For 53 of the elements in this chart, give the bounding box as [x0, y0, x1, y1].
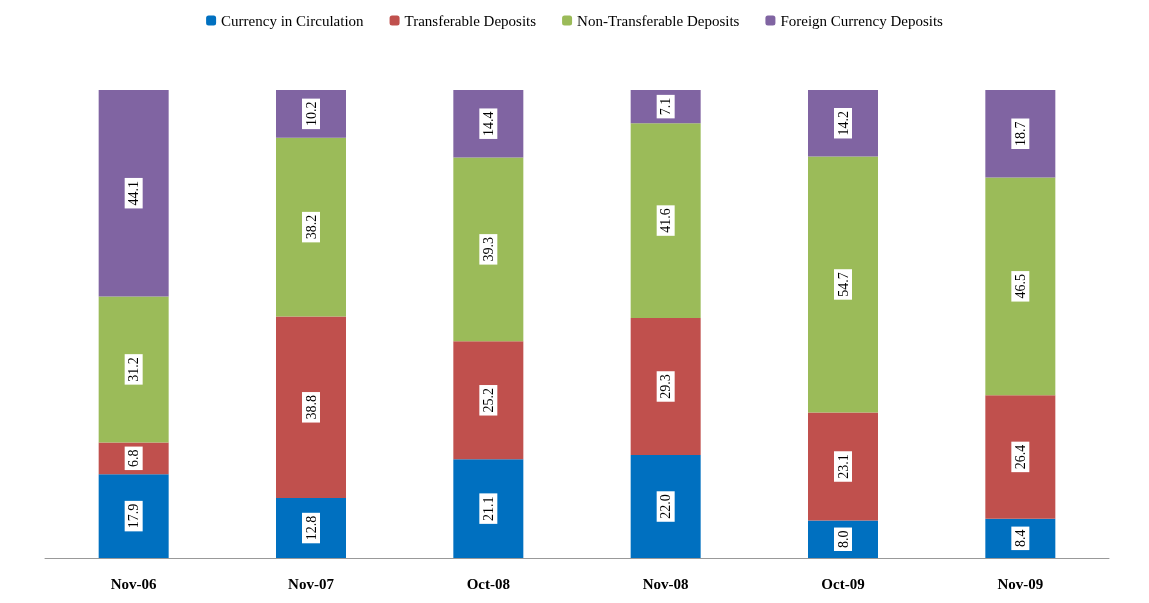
- data-label: 8.4: [1012, 529, 1028, 548]
- data-label: 14.2: [835, 110, 851, 136]
- data-label: 7.1: [658, 97, 674, 116]
- bar: [630, 317, 701, 456]
- bar: [453, 157, 524, 342]
- bar: [453, 341, 524, 460]
- data-label: 25.2: [480, 388, 496, 413]
- bar: [98, 296, 169, 443]
- bar: [453, 90, 524, 158]
- bar: [276, 137, 346, 317]
- data-label: 38.8: [303, 395, 319, 420]
- data-label: 39.3: [480, 237, 496, 262]
- legend-label: Foreign Currency Deposits: [780, 12, 944, 29]
- data-label: 31.2: [126, 357, 142, 382]
- data-label: 41.6: [658, 208, 674, 233]
- data-label: 21.1: [480, 496, 496, 521]
- bar: [276, 498, 346, 558]
- bar: [985, 90, 1056, 178]
- bar: [808, 412, 878, 521]
- data-label: 14.4: [480, 111, 496, 136]
- x-tick-label: Nov-06: [110, 575, 158, 592]
- data-label: 26.4: [1012, 444, 1028, 470]
- data-label: 10.2: [303, 101, 319, 127]
- x-tick-label: Nov-09: [997, 575, 1044, 592]
- bar: [98, 474, 169, 558]
- bar: [453, 459, 524, 558]
- data-label: 8.0: [835, 530, 851, 549]
- data-label: 29.3: [658, 374, 674, 399]
- x-tick-label: Nov-08: [642, 575, 689, 592]
- bar: [985, 395, 1056, 519]
- bar: [630, 123, 701, 318]
- legend-label: Transferable Deposits: [404, 12, 537, 29]
- legend-label: Non-Transferable Deposits: [577, 12, 740, 29]
- data-label: 44.1: [126, 180, 142, 206]
- bar: [808, 90, 878, 157]
- data-label: 54.7: [835, 272, 851, 297]
- data-label: 38.2: [303, 214, 319, 240]
- x-tick-label: Oct-09: [821, 575, 865, 592]
- bar: [630, 455, 701, 558]
- bar: [98, 90, 169, 297]
- data-label: 22.0: [658, 494, 674, 519]
- x-tick-label: Oct-08: [466, 575, 510, 592]
- bar: [985, 177, 1056, 396]
- data-label: 6.8: [126, 449, 142, 468]
- x-tick-label: Nov-07: [288, 575, 335, 592]
- data-label: 46.5: [1012, 274, 1028, 299]
- data-label: 17.9: [126, 503, 142, 529]
- data-label: 18.7: [1012, 121, 1028, 147]
- bar: [276, 316, 346, 499]
- bar: [808, 156, 878, 413]
- data-label: 23.1: [835, 454, 851, 479]
- data-label: 12.8: [303, 515, 319, 541]
- legend-label: Currency in Circulation: [221, 12, 365, 29]
